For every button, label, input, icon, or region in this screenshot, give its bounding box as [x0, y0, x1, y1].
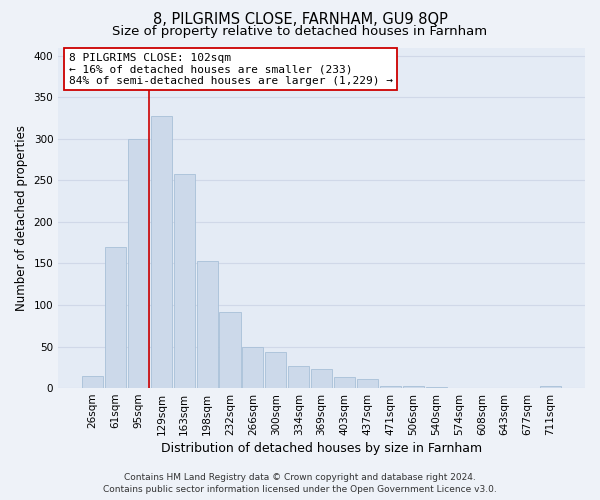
Text: 8 PILGRIMS CLOSE: 102sqm
← 16% of detached houses are smaller (233)
84% of semi-: 8 PILGRIMS CLOSE: 102sqm ← 16% of detach… [69, 52, 393, 86]
Bar [380, 386, 401, 388]
Bar [357, 379, 378, 388]
Bar [220, 312, 241, 388]
Text: Size of property relative to detached houses in Farnham: Size of property relative to detached ho… [112, 24, 488, 38]
Text: 8, PILGRIMS CLOSE, FARNHAM, GU9 8QP: 8, PILGRIMS CLOSE, FARNHAM, GU9 8QP [152, 12, 448, 26]
Bar [265, 352, 286, 388]
Text: Contains HM Land Registry data © Crown copyright and database right 2024.
Contai: Contains HM Land Registry data © Crown c… [103, 472, 497, 494]
Bar [403, 386, 424, 388]
Bar [173, 174, 195, 388]
X-axis label: Distribution of detached houses by size in Farnham: Distribution of detached houses by size … [161, 442, 482, 455]
Bar [540, 386, 561, 388]
Y-axis label: Number of detached properties: Number of detached properties [15, 125, 28, 311]
Bar [311, 369, 332, 388]
Bar [425, 387, 446, 388]
Bar [151, 116, 172, 388]
Bar [82, 376, 103, 388]
Bar [288, 366, 309, 388]
Bar [242, 346, 263, 388]
Bar [334, 378, 355, 388]
Bar [197, 261, 218, 388]
Bar [128, 139, 149, 388]
Bar [105, 247, 126, 388]
